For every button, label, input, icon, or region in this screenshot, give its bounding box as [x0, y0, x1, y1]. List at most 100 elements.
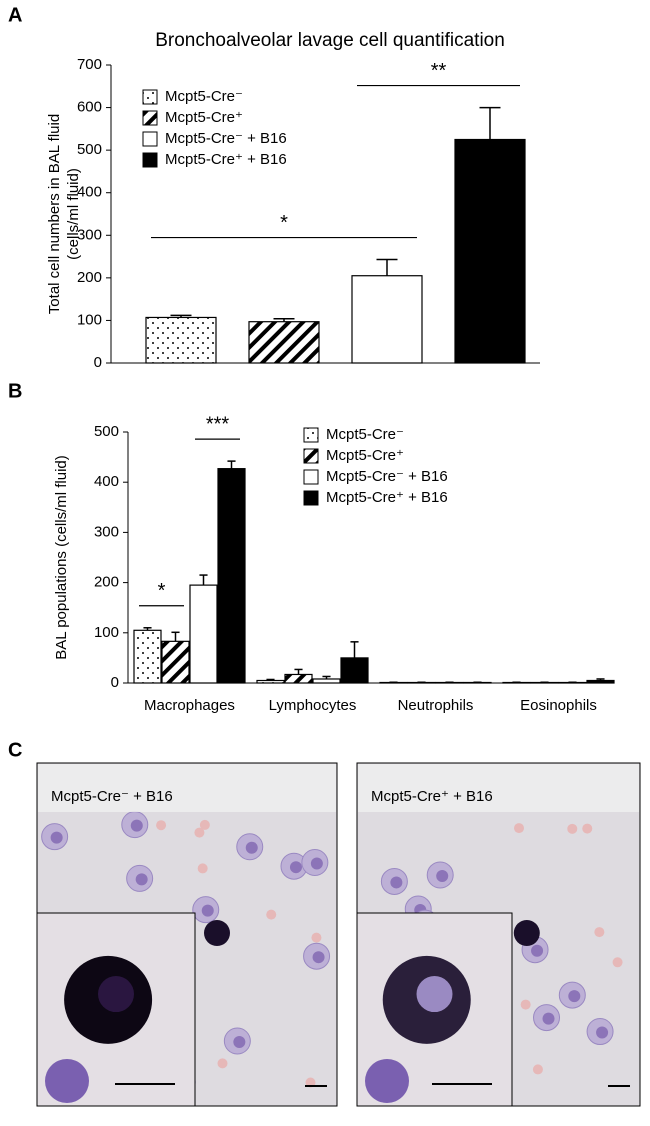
legend-swatch: [303, 469, 319, 485]
label-band: [38, 764, 336, 812]
bar: [248, 321, 320, 364]
legend-swatch: [303, 490, 319, 506]
red-cell: [612, 957, 623, 968]
legend-label: Mcpt5-Cre⁺ + B16: [326, 489, 448, 506]
x-tick-label: Eosinophils: [520, 697, 597, 714]
inset-cell: [365, 1059, 409, 1103]
red-cell: [311, 932, 322, 943]
nucleus: [201, 904, 214, 917]
red-cell: [194, 827, 205, 838]
legend-swatch: [142, 89, 158, 105]
nucleus: [233, 1035, 246, 1048]
y-tick-label: 100: [94, 624, 119, 641]
nucleus: [596, 1026, 609, 1039]
nucleus: [310, 857, 323, 870]
red-cell: [594, 927, 605, 938]
legend-label: Mcpt5-Cre⁺: [326, 447, 404, 464]
panel-label: A: [8, 4, 22, 26]
y-tick-label: 0: [111, 674, 119, 691]
bar: [435, 681, 464, 684]
bar: [256, 679, 285, 684]
bar: [133, 629, 162, 684]
nucleus: [436, 869, 449, 882]
y-tick-label: 0: [94, 354, 102, 371]
significance-label: **: [431, 60, 447, 82]
y-tick-label: 300: [94, 523, 119, 540]
red-cell: [532, 1064, 543, 1075]
legend-swatch: [142, 110, 158, 126]
panel-label: B: [8, 380, 22, 402]
micrograph-label: Mcpt5-Cre⁻ + B16: [51, 788, 173, 805]
y-tick-label: 100: [77, 311, 102, 328]
bar: [145, 316, 217, 364]
y-axis-label: Total cell numbers in BAL fluid: [46, 114, 63, 314]
red-cell: [197, 863, 208, 874]
legend-swatch: [142, 152, 158, 168]
legend-label: Mcpt5-Cre⁻: [165, 88, 243, 105]
y-tick-label: 400: [94, 473, 119, 490]
micrograph: Mcpt5-Cre⁺ + B16: [356, 762, 641, 1107]
inset-cell: [45, 1059, 89, 1103]
bar: [558, 681, 587, 684]
y-tick-label: 400: [77, 184, 102, 201]
red-cell: [199, 819, 210, 830]
red-cell: [514, 823, 525, 834]
legend-swatch: [303, 427, 319, 443]
nucleus: [289, 861, 302, 874]
panel-label: C: [8, 739, 22, 761]
bar: [454, 138, 526, 364]
inset-nucleus: [98, 976, 134, 1013]
bar: [161, 640, 190, 684]
significance-label: *: [158, 580, 166, 602]
nucleus: [50, 831, 63, 844]
bar: [407, 681, 436, 684]
y-tick-label: 200: [94, 574, 119, 591]
y-axis-label: BAL populations (cells/ml fluid): [53, 455, 70, 660]
legend-label: Mcpt5-Cre⁻ + B16: [165, 130, 287, 147]
legend-label: Mcpt5-Cre⁻ + B16: [326, 468, 448, 485]
mast-cell: [513, 920, 540, 946]
legend-swatch: [303, 448, 319, 464]
y-tick-label: 200: [77, 269, 102, 286]
nucleus: [130, 819, 143, 832]
x-tick-label: Neutrophils: [398, 697, 474, 714]
significance-label: ***: [206, 413, 230, 435]
legend-label: Mcpt5-Cre⁺: [165, 109, 243, 126]
y-tick-label: 500: [94, 423, 119, 440]
inset-nucleus: [416, 976, 453, 1013]
micrograph-label: Mcpt5-Cre⁺ + B16: [371, 788, 493, 805]
red-cell: [567, 823, 578, 834]
red-cell: [266, 909, 277, 920]
nucleus: [245, 841, 258, 854]
y-tick-label: 700: [77, 56, 102, 73]
x-tick-label: Macrophages: [144, 697, 235, 714]
bar: [351, 275, 423, 364]
bar: [312, 678, 341, 684]
bar: [463, 681, 492, 684]
nucleus: [568, 990, 581, 1003]
red-cell: [582, 823, 593, 834]
legend-label: Mcpt5-Cre⁻: [326, 426, 404, 443]
red-cell: [520, 999, 531, 1010]
y-tick-label: 500: [77, 141, 102, 158]
bar: [586, 679, 615, 684]
bar: [284, 673, 313, 684]
y-axis-label: (cells/ml fluid): [65, 168, 82, 260]
mast-cell: [204, 920, 230, 946]
x-tick-label: Lymphocytes: [269, 697, 357, 714]
significance-label: *: [280, 212, 288, 234]
chart-title: Bronchoalveolar lavage cell quantificati…: [155, 30, 505, 51]
nucleus: [135, 873, 148, 886]
red-cell: [156, 820, 167, 831]
bar: [340, 657, 369, 684]
nucleus: [531, 944, 544, 957]
nucleus: [312, 951, 325, 964]
nucleus: [542, 1012, 555, 1025]
nucleus: [390, 876, 403, 889]
legend-swatch: [142, 131, 158, 147]
red-cell: [217, 1058, 228, 1069]
micrograph: Mcpt5-Cre⁻ + B16: [36, 762, 338, 1107]
y-tick-label: 300: [77, 226, 102, 243]
bar: [189, 584, 218, 684]
